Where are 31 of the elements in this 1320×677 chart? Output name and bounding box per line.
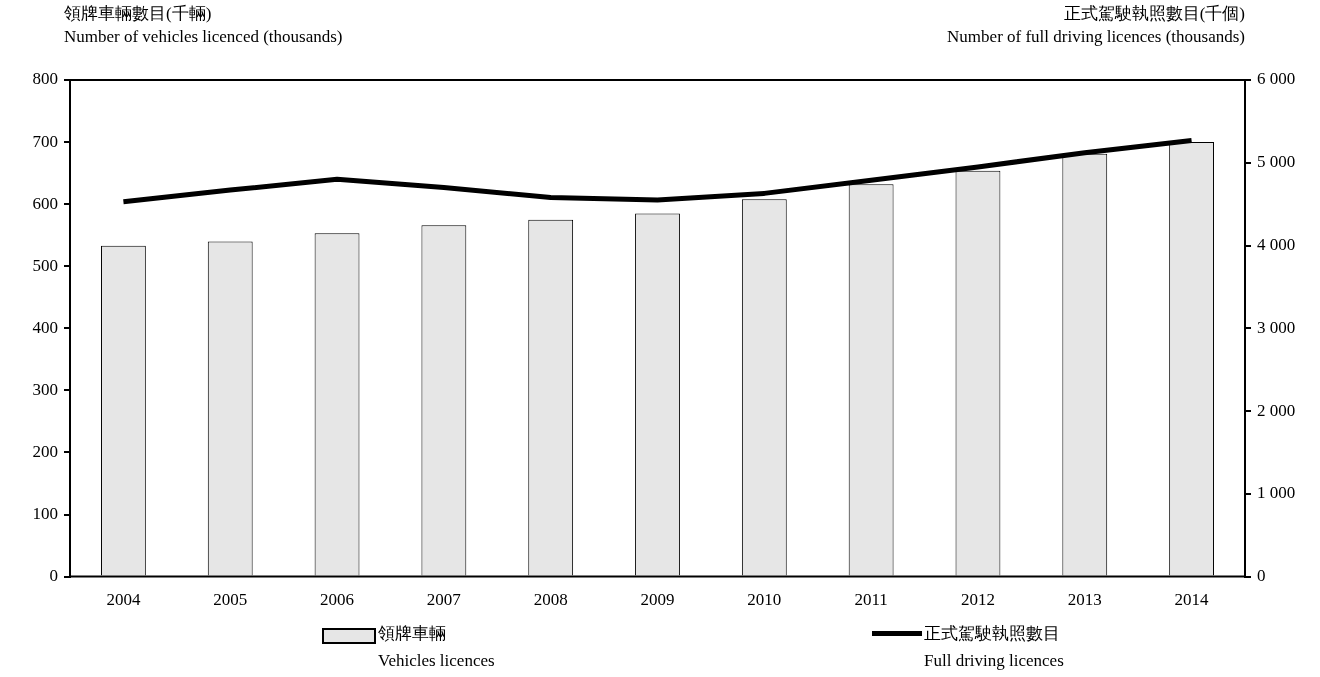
x-tick-label: 2009 — [640, 590, 675, 610]
y-tick-label: 0 — [49, 566, 58, 586]
y-axis-title: 領牌車輛數目(千輛) Number of vehicles licenced (thousands) — [64, 3, 343, 48]
y2-tick-label: 4 000 — [1257, 235, 1296, 254]
y-tick-label: 100 — [32, 503, 58, 523]
y2-tick-label: 3 000 — [1257, 317, 1296, 337]
legend-label: 領牌車輛 Vehicles licences — [378, 623, 495, 672]
x-tick-label: 2013 — [1067, 590, 1102, 610]
y-tick-label: 700 — [32, 131, 58, 151]
x-tick-label: 2012 — [960, 590, 995, 610]
x-tick-label: 2010 — [747, 590, 782, 610]
x-tick-label: 2004 — [106, 590, 141, 610]
y-tick-label: 200 — [32, 441, 58, 461]
y-tick-label: 600 — [32, 193, 58, 213]
x-tick-label: 2014 — [1174, 590, 1210, 610]
y2-tick-label: 2 000 — [1257, 400, 1296, 420]
x-tick-label: 2008 — [533, 590, 568, 610]
y-tick-label: 300 — [32, 379, 58, 399]
x-tick-label: 2005 — [213, 590, 248, 610]
y-tick-label: 400 — [32, 317, 58, 337]
y2-tick-label: 0 — [1257, 566, 1266, 586]
x-tick-label: 2007 — [426, 590, 462, 610]
y2-tick-label: 6 000 — [1257, 69, 1296, 89]
x-tick-label: 2006 — [320, 590, 355, 610]
y2-tick-label: 5 000 — [1257, 152, 1296, 172]
y2-tick-label: 1 000 — [1257, 483, 1296, 503]
x-tick-label: 2011 — [854, 590, 888, 610]
y-tick-label: 800 — [32, 69, 58, 89]
y2-axis-title: 正式駕駛執照數目(千個) Number of full driving licences (thousands) — [947, 3, 1245, 48]
y-tick-label: 500 — [32, 255, 58, 275]
legend-label: 正式駕駛執照數目 Full driving licences — [924, 623, 1064, 672]
